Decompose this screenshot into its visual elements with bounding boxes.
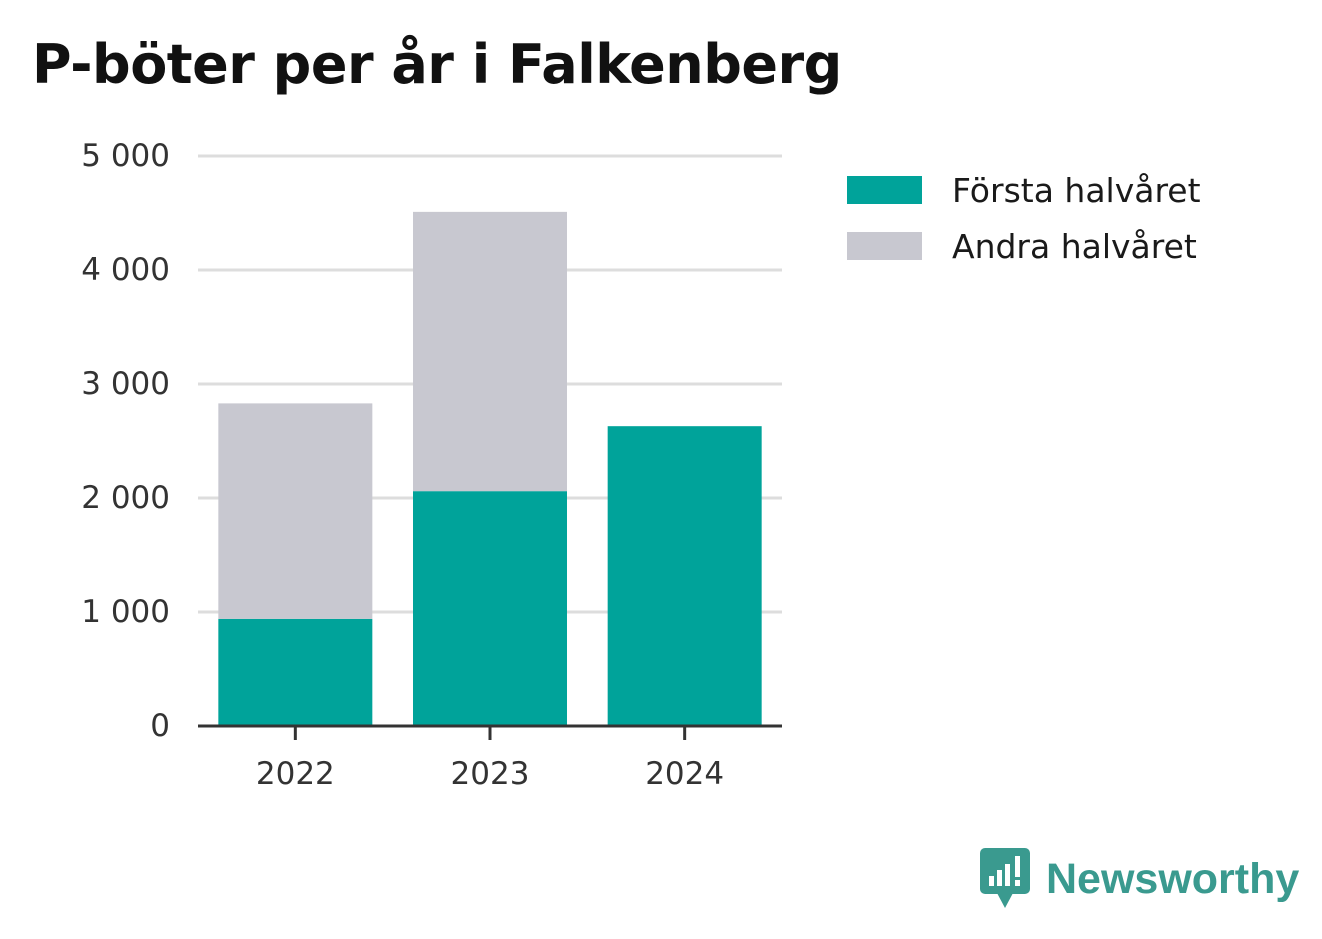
x-tick-label: 2022 xyxy=(256,756,335,792)
chart-title: P-böter per år i Falkenberg xyxy=(32,33,842,96)
bar-2022-series-2 xyxy=(218,403,373,619)
bar-2024-series-1 xyxy=(607,426,762,726)
legend-swatch xyxy=(847,176,922,204)
legend-swatch xyxy=(847,232,922,260)
bar-2023-series-2 xyxy=(413,211,567,492)
legend-item: Andra halvåret xyxy=(847,226,1201,266)
brand: Newsworthy xyxy=(980,848,1299,910)
axes xyxy=(198,724,782,740)
legend-item: Första halvåret xyxy=(847,170,1201,210)
bar-2022-series-1 xyxy=(218,618,373,726)
legend: Första halvåret Andra halvåret xyxy=(847,170,1201,282)
y-tick-label: 2 000 xyxy=(81,480,170,516)
y-tick-label: 3 000 xyxy=(81,366,170,402)
legend-label: Första halvåret xyxy=(952,170,1201,210)
legend-label: Andra halvåret xyxy=(952,226,1197,266)
bar-2023-series-1 xyxy=(413,491,567,726)
x-tick-labels: 2022 2023 2024 xyxy=(256,756,724,792)
bars xyxy=(218,211,762,726)
brand-name: Newsworthy xyxy=(1046,854,1300,903)
y-tick-label: 5 000 xyxy=(81,138,170,174)
y-tick-labels: 0 1 000 2 000 3 000 4 000 5 000 xyxy=(81,138,170,744)
y-tick-label: 0 xyxy=(150,708,170,744)
y-tick-label: 4 000 xyxy=(81,252,170,288)
newsworthy-logo-icon xyxy=(980,848,1030,908)
x-tick-label: 2024 xyxy=(645,756,724,792)
y-tick-label: 1 000 xyxy=(81,594,170,630)
x-tick-label: 2023 xyxy=(451,756,530,792)
